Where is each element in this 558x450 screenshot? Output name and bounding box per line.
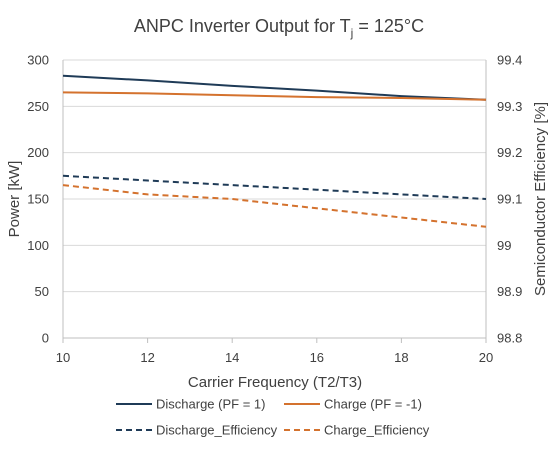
x-axis-label: Carrier Frequency (T2/T3): [188, 374, 362, 391]
series-line-1: [62, 74, 487, 101]
x-tick-label: 14: [225, 350, 239, 365]
series-line-3: [62, 174, 487, 200]
x-tick-label: 18: [394, 350, 408, 365]
y-right-tick-label: 98.9: [497, 284, 522, 299]
y-right-tick-label: 99.3: [497, 99, 522, 114]
y-right-tick-label: 99: [497, 238, 511, 253]
y-left-tick-label: 250: [27, 99, 49, 114]
y-left-tick-label: 0: [42, 331, 49, 346]
x-tick-label: 12: [140, 350, 154, 365]
axes: [62, 60, 487, 343]
legend: Discharge (PF = 1) Charge (PF = -1) Discha…: [116, 397, 430, 438]
series-line-4: [62, 184, 487, 228]
y-axis-label-left: Power [kW]: [6, 161, 23, 238]
y-left-tick-label: 50: [35, 284, 49, 299]
x-tick-label: 20: [479, 350, 493, 365]
x-tick-label: 10: [56, 350, 70, 365]
series-lines: [62, 74, 487, 228]
chart-title-subscript: j: [350, 26, 354, 40]
y-right-tick-label: 99.2: [497, 145, 522, 160]
y-axis-label-right: Semiconductor Efficiency [%]: [532, 102, 549, 296]
chart-title-prefix: ANPC Inverter Output for T: [134, 16, 351, 36]
legend-label-3: Discharge_Efficiency: [156, 423, 278, 438]
chart-title: ANPC Inverter Output for Tj = 125°C: [134, 16, 424, 40]
x-tick-label: 16: [310, 350, 324, 365]
y-left-tick-label: 300: [27, 53, 49, 68]
gridlines: [63, 59, 486, 293]
y-left-tick-label: 200: [27, 145, 49, 160]
series-line-2: [62, 91, 487, 101]
y-right-tick-label: 99.1: [497, 192, 522, 207]
legend-label-2: Charge (PF = -1): [324, 397, 422, 412]
y-left-tick-label: 150: [27, 192, 49, 207]
y-right-tick-label: 98.8: [497, 331, 522, 346]
tick-labels: 0 50 100 150 200 250 300 98.8 98.9 99 99.1 99.2 99.3…: [27, 53, 522, 366]
chart-title-suffix: = 125°C: [353, 16, 424, 36]
legend-label-1: Discharge (PF = 1): [156, 397, 265, 412]
y-left-tick-label: 100: [27, 238, 49, 253]
legend-label-4: Charge_Efficiency: [324, 423, 430, 438]
y-right-tick-label: 99.4: [497, 53, 522, 68]
